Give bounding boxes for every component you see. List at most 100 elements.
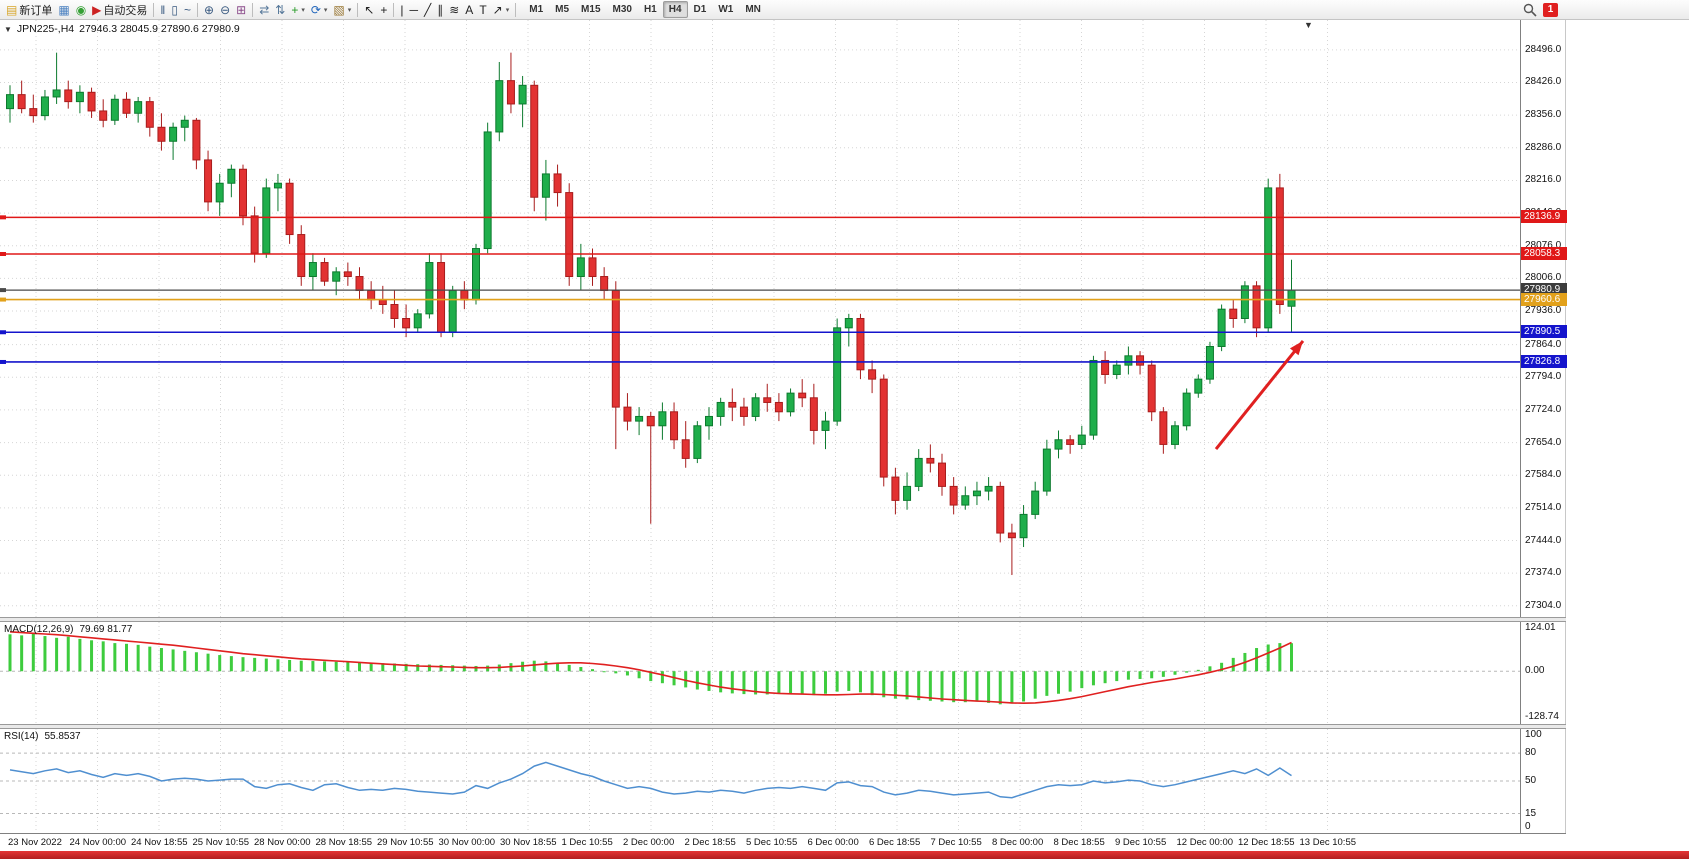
- candle[interactable]: [1275, 173, 1284, 314]
- timeframe-m5[interactable]: M5: [555, 4, 570, 15]
- candle[interactable]: [728, 388, 737, 422]
- candle[interactable]: [996, 481, 1005, 543]
- candle[interactable]: [250, 206, 259, 263]
- candle[interactable]: [273, 173, 282, 212]
- add-indicator-button[interactable]: + ▾: [288, 1, 308, 19]
- candle[interactable]: [227, 164, 236, 198]
- candle[interactable]: [192, 117, 201, 170]
- candle[interactable]: [833, 318, 842, 426]
- candle[interactable]: [1124, 346, 1133, 375]
- candle[interactable]: [926, 444, 935, 473]
- candle[interactable]: [1217, 304, 1226, 352]
- candle[interactable]: [40, 89, 49, 121]
- data-window-icon[interactable]: ⇄: [256, 1, 272, 19]
- candle[interactable]: [565, 183, 574, 286]
- candle[interactable]: [646, 411, 655, 524]
- templates-icon[interactable]: ▧ ▾: [330, 1, 354, 19]
- timeframe-mn[interactable]: MN: [745, 4, 761, 15]
- candle[interactable]: [530, 80, 539, 212]
- candle[interactable]: [1007, 523, 1016, 576]
- candle[interactable]: [506, 52, 515, 114]
- alerts-icon[interactable]: ◉: [73, 1, 89, 19]
- pane-splitter[interactable]: [0, 617, 1566, 622]
- notification-badge[interactable]: 1: [1543, 2, 1558, 17]
- chevron-down-icon[interactable]: ▾: [301, 6, 305, 14]
- candle[interactable]: [774, 393, 783, 422]
- line-handle[interactable]: [0, 330, 6, 335]
- new-order-button[interactable]: ▤ 新订单: [3, 1, 55, 19]
- candle[interactable]: [541, 159, 550, 221]
- candle[interactable]: [1077, 425, 1086, 450]
- bars-chart-icon[interactable]: ‖: [157, 1, 168, 19]
- candle[interactable]: [856, 313, 865, 380]
- macd-canvas[interactable]: [0, 622, 1520, 724]
- candle[interactable]: [611, 281, 620, 450]
- candle[interactable]: [1194, 374, 1203, 398]
- candlestick-chart-icon[interactable]: ▯: [168, 1, 181, 19]
- arrows-shapes-icon[interactable]: ↗ ▾: [490, 1, 513, 19]
- candle[interactable]: [844, 313, 853, 347]
- candle[interactable]: [204, 150, 213, 212]
- candle[interactable]: [1147, 360, 1156, 422]
- candle[interactable]: [448, 285, 457, 338]
- candle[interactable]: [914, 449, 923, 492]
- candle[interactable]: [6, 85, 14, 123]
- candle[interactable]: [809, 383, 818, 445]
- candle[interactable]: [180, 115, 189, 142]
- horizontal-line-icon[interactable]: ─: [406, 1, 421, 19]
- candle[interactable]: [821, 411, 830, 450]
- candle[interactable]: [1066, 435, 1075, 454]
- chevron-down-icon[interactable]: ▾: [323, 6, 328, 14]
- candle[interactable]: [739, 397, 748, 426]
- candle[interactable]: [320, 257, 329, 286]
- chart-window-icon[interactable]: ▦: [55, 1, 72, 19]
- timeframe-m15[interactable]: M15: [581, 4, 601, 15]
- macd-pane[interactable]: MACD(12,26,9) 79.69 81.77: [0, 622, 1520, 724]
- candle[interactable]: [122, 92, 131, 118]
- trendline-icon[interactable]: ╱: [421, 1, 434, 19]
- candle[interactable]: [64, 80, 73, 109]
- candle[interactable]: [1171, 421, 1179, 450]
- zoom-in-icon[interactable]: ⊕: [201, 1, 217, 19]
- candle[interactable]: [367, 281, 376, 310]
- crosshair-icon[interactable]: +: [377, 1, 390, 19]
- timeframe-m1[interactable]: M1: [529, 4, 544, 15]
- candle[interactable]: [285, 178, 294, 244]
- horizontal-scrollbar[interactable]: [0, 851, 1689, 859]
- timeframe-m30[interactable]: M30: [612, 4, 632, 15]
- fibonacci-icon[interactable]: ≋: [446, 1, 462, 19]
- candle[interactable]: [343, 262, 352, 286]
- candle[interactable]: [1182, 388, 1191, 431]
- candle[interactable]: [483, 122, 492, 254]
- candle[interactable]: [1089, 355, 1098, 440]
- indicator-list-icon[interactable]: ⇅: [272, 1, 288, 19]
- candle[interactable]: [681, 421, 690, 468]
- candle[interactable]: [1112, 360, 1121, 380]
- candle[interactable]: [1287, 259, 1296, 333]
- timeframe-d1[interactable]: D1: [693, 4, 707, 15]
- rsi-canvas[interactable]: [0, 729, 1520, 833]
- text-icon[interactable]: A: [462, 1, 476, 19]
- candle[interactable]: [763, 383, 772, 412]
- line-handle[interactable]: [0, 251, 6, 256]
- equidistant-channel-icon[interactable]: ∥: [434, 1, 446, 19]
- candle[interactable]: [600, 267, 609, 300]
- expander-icon[interactable]: ▼: [4, 24, 12, 34]
- candle[interactable]: [215, 173, 224, 216]
- candle[interactable]: [553, 164, 562, 207]
- candle[interactable]: [145, 96, 154, 137]
- rsi-pane[interactable]: RSI(14) 55.8537: [0, 729, 1520, 833]
- main-chart-pane[interactable]: ▼ JPN225-,H4 27946.3 28045.9 27890.6 279…: [0, 20, 1520, 617]
- arrow-annotation[interactable]: [1214, 339, 1305, 451]
- autotrading-button[interactable]: ▶ 自动交易: [89, 1, 150, 19]
- candle[interactable]: [99, 99, 108, 128]
- candle[interactable]: [1159, 407, 1168, 454]
- line-handle[interactable]: [0, 288, 6, 293]
- candle[interactable]: [355, 267, 364, 300]
- candle[interactable]: [670, 402, 679, 450]
- candle[interactable]: [658, 402, 667, 440]
- candle[interactable]: [390, 290, 399, 328]
- candle[interactable]: [635, 407, 644, 436]
- timeframe-w1[interactable]: W1: [718, 4, 734, 15]
- candle[interactable]: [110, 94, 119, 125]
